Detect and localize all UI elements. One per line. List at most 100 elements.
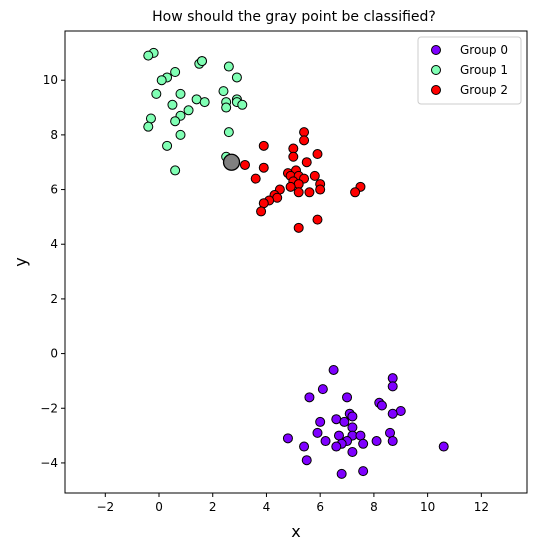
data-point [301, 455, 312, 466]
data-point [170, 67, 181, 78]
data-point [299, 127, 310, 138]
data-point [358, 466, 369, 477]
data-point [317, 384, 328, 395]
data-point [183, 105, 194, 116]
data-point [315, 184, 326, 195]
data-point [320, 436, 331, 447]
data-point [196, 56, 207, 67]
legend-marker [431, 65, 441, 75]
x-tick-label: 2 [209, 500, 217, 514]
x-tick-label: 4 [263, 500, 271, 514]
data-point [156, 75, 167, 86]
data-point [151, 88, 162, 99]
data-point [285, 181, 296, 192]
data-point [347, 446, 358, 457]
legend-label: Group 0 [460, 43, 508, 57]
data-point [387, 381, 398, 392]
legend-label: Group 2 [460, 83, 508, 97]
x-tick-label: 8 [370, 500, 378, 514]
y-tick-label: 4 [50, 237, 58, 251]
x-tick-label: 10 [420, 500, 435, 514]
series-0 [282, 364, 449, 479]
y-tick-label: 6 [50, 183, 58, 197]
data-point [145, 113, 156, 124]
x-tick-label: 6 [316, 500, 324, 514]
data-point [258, 162, 269, 173]
legend-label: Group 1 [460, 63, 508, 77]
y-tick-label: 2 [50, 292, 58, 306]
data-point [282, 433, 293, 444]
data-point [175, 88, 186, 99]
data-point [376, 400, 387, 411]
legend: Group 0 Group 1 Group 2 [417, 36, 522, 105]
data-point [162, 140, 173, 151]
data-point [223, 61, 234, 72]
data-point [293, 187, 304, 198]
data-point [350, 187, 361, 198]
y-tick-label: 10 [43, 73, 58, 87]
plot-frame [64, 30, 528, 494]
data-point [355, 430, 366, 441]
data-point [231, 72, 242, 83]
data-point [258, 140, 269, 151]
x-tick-label: 12 [474, 500, 489, 514]
data-point [258, 198, 269, 209]
x-tick-label: −2 [96, 500, 114, 514]
data-point [218, 86, 229, 97]
data-point [239, 159, 250, 170]
data-point [170, 116, 181, 127]
data-point [371, 436, 382, 447]
y-tick-label: 0 [50, 347, 58, 361]
data-point [387, 408, 398, 419]
data-point [237, 99, 248, 110]
data-point [336, 468, 347, 479]
y-tick-label: −2 [40, 401, 58, 415]
data-point [256, 206, 267, 217]
data-point [309, 170, 320, 181]
data-point [143, 121, 154, 132]
data-point [387, 373, 398, 384]
series-2 [239, 127, 366, 233]
data-point [250, 173, 261, 184]
legend-marker [431, 85, 441, 95]
data-point [328, 364, 339, 375]
data-point [438, 441, 449, 452]
data-point [170, 165, 181, 176]
data-point [347, 422, 358, 433]
legend-marker [431, 45, 441, 55]
data-point [199, 97, 210, 108]
data-point [293, 222, 304, 233]
data-point [167, 99, 178, 110]
data-point [143, 50, 154, 61]
data-point [288, 151, 299, 162]
y-axis-label: y [11, 257, 30, 266]
data-point [339, 416, 350, 427]
data-point [304, 392, 315, 403]
data-point [342, 392, 353, 403]
y-tick-label: −4 [40, 456, 58, 470]
data-point [333, 430, 344, 441]
data-point [315, 416, 326, 427]
chart-title: How should the gray point be classified? [152, 9, 436, 25]
data-point [312, 149, 323, 160]
legend-box [417, 36, 522, 105]
data-point [223, 127, 234, 138]
query-point [222, 153, 241, 171]
series-1 [143, 47, 248, 176]
data-point [299, 441, 310, 452]
x-axis-label: x [291, 522, 300, 541]
data-point [331, 441, 342, 452]
plot-area [64, 30, 528, 494]
axis-ticks: −2 0 2 4 6 8 10 12 −4 −2 0 2 4 6 8 10 [40, 73, 489, 514]
data-point [301, 157, 312, 168]
data-point [175, 129, 186, 140]
data-point [299, 135, 310, 146]
data-point [358, 438, 369, 449]
data-point [387, 436, 398, 447]
data-point [221, 102, 232, 113]
y-tick-label: 8 [50, 128, 58, 142]
data-point [288, 143, 299, 154]
data-point [312, 427, 323, 438]
data-point [385, 427, 396, 438]
